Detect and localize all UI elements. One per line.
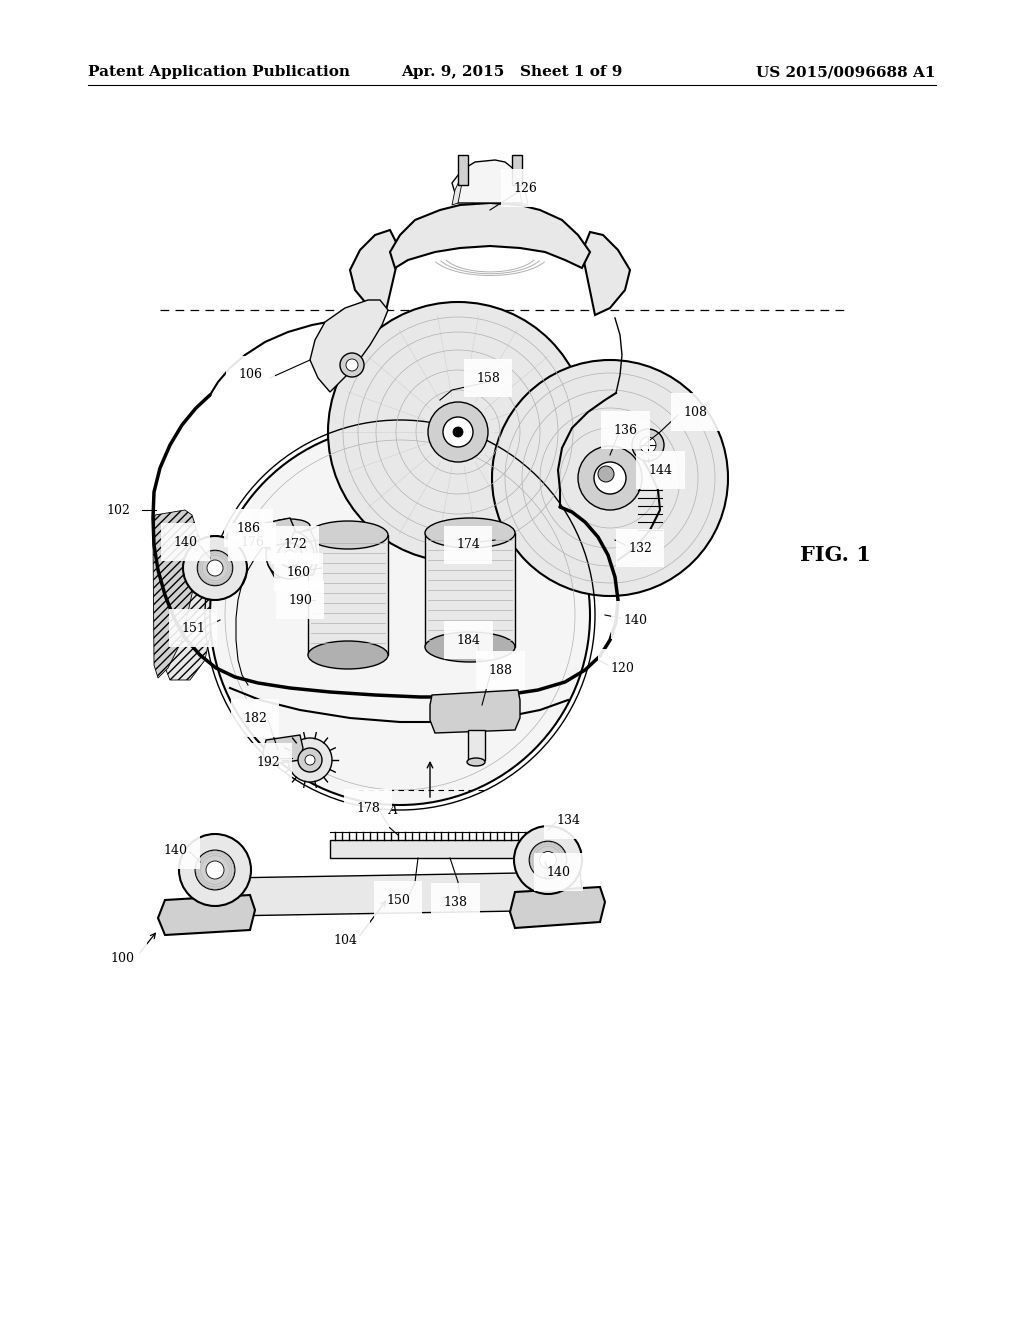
Text: 140: 140 — [546, 866, 570, 879]
Text: 140: 140 — [163, 843, 187, 857]
Text: 126: 126 — [513, 181, 537, 194]
Text: FIG. 1: FIG. 1 — [800, 545, 870, 565]
Polygon shape — [512, 154, 522, 185]
Circle shape — [196, 850, 234, 890]
Text: 106: 106 — [238, 368, 262, 381]
Text: Patent Application Publication: Patent Application Publication — [88, 65, 350, 79]
Text: 144: 144 — [648, 463, 672, 477]
Circle shape — [428, 403, 488, 462]
Ellipse shape — [308, 521, 388, 549]
Ellipse shape — [308, 642, 388, 669]
Circle shape — [288, 738, 332, 781]
Ellipse shape — [467, 758, 485, 766]
Text: 186: 186 — [236, 521, 260, 535]
Text: 158: 158 — [476, 371, 500, 384]
Text: 174: 174 — [456, 539, 480, 552]
Circle shape — [443, 417, 473, 447]
Circle shape — [640, 437, 656, 453]
Text: 108: 108 — [683, 405, 707, 418]
Polygon shape — [263, 735, 303, 766]
Text: US 2015/0096688 A1: US 2015/0096688 A1 — [757, 65, 936, 79]
Text: 184: 184 — [456, 634, 480, 647]
Polygon shape — [350, 230, 400, 315]
Circle shape — [594, 462, 626, 494]
Text: 120: 120 — [610, 661, 634, 675]
Circle shape — [578, 446, 642, 510]
Circle shape — [540, 851, 556, 869]
Text: 140: 140 — [623, 614, 647, 627]
Text: 102: 102 — [106, 503, 130, 516]
Polygon shape — [222, 873, 582, 916]
Text: 182: 182 — [243, 711, 267, 725]
Text: 132: 132 — [628, 541, 652, 554]
Text: 134: 134 — [556, 813, 580, 826]
Text: 188: 188 — [488, 664, 512, 676]
Circle shape — [492, 360, 728, 597]
Polygon shape — [310, 300, 388, 392]
Polygon shape — [268, 531, 318, 578]
Polygon shape — [452, 160, 525, 203]
Ellipse shape — [270, 519, 310, 533]
Circle shape — [328, 302, 588, 562]
Circle shape — [198, 550, 232, 586]
Polygon shape — [308, 535, 388, 655]
Circle shape — [598, 466, 614, 482]
Polygon shape — [458, 154, 468, 185]
Circle shape — [340, 352, 364, 378]
Circle shape — [632, 429, 664, 461]
Circle shape — [514, 826, 582, 894]
Text: 100: 100 — [110, 952, 134, 965]
Circle shape — [206, 861, 224, 879]
Circle shape — [529, 841, 566, 879]
Text: 172: 172 — [283, 539, 307, 552]
Polygon shape — [430, 690, 520, 733]
Polygon shape — [513, 170, 528, 205]
Polygon shape — [582, 232, 630, 315]
Polygon shape — [452, 170, 467, 205]
Text: 104: 104 — [333, 933, 357, 946]
Text: A: A — [388, 804, 397, 817]
Text: 138: 138 — [443, 895, 467, 908]
Circle shape — [210, 425, 590, 805]
Ellipse shape — [425, 632, 515, 663]
Circle shape — [346, 359, 358, 371]
Text: Apr. 9, 2015   Sheet 1 of 9: Apr. 9, 2015 Sheet 1 of 9 — [401, 65, 623, 79]
Polygon shape — [510, 887, 605, 928]
Polygon shape — [425, 533, 515, 647]
Polygon shape — [153, 510, 200, 678]
Circle shape — [453, 426, 463, 437]
Text: 150: 150 — [386, 894, 410, 907]
Polygon shape — [390, 203, 590, 268]
Text: 192: 192 — [256, 755, 280, 768]
Text: 136: 136 — [613, 424, 637, 437]
Polygon shape — [260, 517, 295, 548]
Circle shape — [183, 536, 247, 601]
Text: 151: 151 — [181, 622, 205, 635]
Text: 140: 140 — [173, 536, 197, 549]
Polygon shape — [155, 560, 215, 680]
Circle shape — [207, 560, 223, 576]
Polygon shape — [158, 895, 255, 935]
Circle shape — [266, 531, 314, 579]
Circle shape — [305, 755, 315, 766]
Polygon shape — [330, 840, 530, 858]
Circle shape — [285, 550, 295, 560]
Ellipse shape — [425, 517, 515, 548]
Text: 176: 176 — [240, 536, 264, 549]
Circle shape — [278, 543, 302, 568]
Circle shape — [298, 748, 322, 772]
Text: 178: 178 — [356, 801, 380, 814]
Text: 160: 160 — [286, 565, 310, 578]
Circle shape — [179, 834, 251, 906]
Polygon shape — [468, 730, 485, 760]
Text: 190: 190 — [288, 594, 312, 606]
